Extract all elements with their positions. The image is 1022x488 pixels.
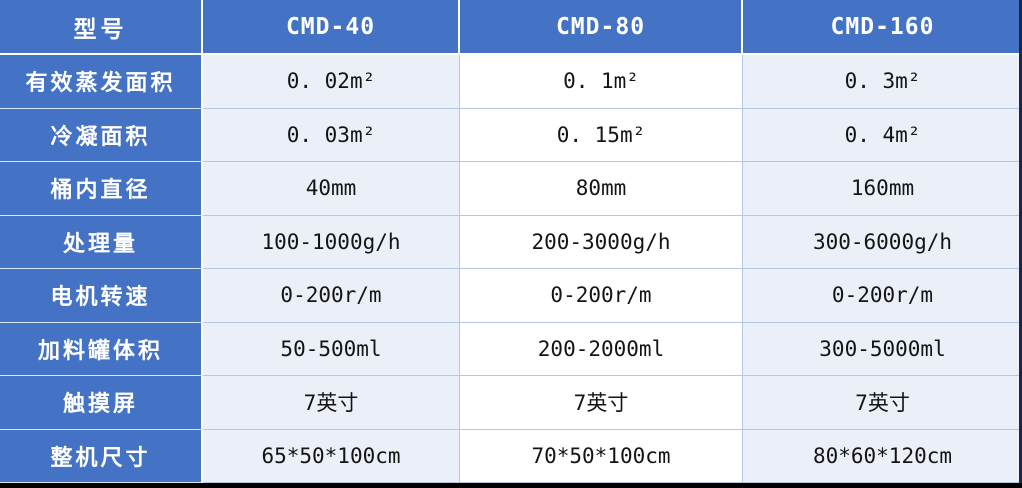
table-bottom-edge (0, 483, 1022, 488)
value-cell: 100-1000g/h (203, 215, 460, 269)
value-cell: 300-5000ml (743, 322, 1022, 376)
header-row: 型号 CMD-40 CMD-80 CMD-160 (0, 0, 1022, 55)
row-label: 有效蒸发面积 (0, 55, 203, 109)
value-cell: 80*60*120cm (743, 429, 1022, 483)
row-label: 整机尺寸 (0, 429, 203, 483)
value-cell: 0-200r/m (743, 269, 1022, 323)
spec-row-condensation-area: 冷凝面积 0. 03m² 0. 15m² 0. 4m² (0, 108, 1022, 162)
value-cell: 0. 02m² (203, 55, 460, 109)
value-cell: 40mm (203, 162, 460, 216)
value-cell: 200-3000g/h (460, 215, 743, 269)
spec-row-throughput: 处理量 100-1000g/h 200-3000g/h 300-6000g/h (0, 215, 1022, 269)
value-cell: 0-200r/m (203, 269, 460, 323)
value-cell: 0. 03m² (203, 108, 460, 162)
value-cell: 0. 15m² (460, 108, 743, 162)
value-cell: 0-200r/m (460, 269, 743, 323)
value-cell: 0. 3m² (743, 55, 1022, 109)
spec-row-touch-screen: 触摸屏 7英寸 7英寸 7英寸 (0, 376, 1022, 430)
value-cell: 0. 4m² (743, 108, 1022, 162)
value-cell: 7英寸 (743, 376, 1022, 430)
value-cell: 65*50*100cm (203, 429, 460, 483)
value-cell: 7英寸 (203, 376, 460, 430)
value-cell: 0. 1m² (460, 55, 743, 109)
row-label: 触摸屏 (0, 376, 203, 430)
header-model-label: 型号 (0, 0, 203, 55)
row-label: 处理量 (0, 215, 203, 269)
spec-row-motor-speed: 电机转速 0-200r/m 0-200r/m 0-200r/m (0, 269, 1022, 323)
header-model-cmd40: CMD-40 (203, 0, 460, 55)
value-cell: 160mm (743, 162, 1022, 216)
spec-row-barrel-diameter: 桶内直径 40mm 80mm 160mm (0, 162, 1022, 216)
value-cell: 50-500ml (203, 322, 460, 376)
row-label: 桶内直径 (0, 162, 203, 216)
value-cell: 200-2000ml (460, 322, 743, 376)
value-cell: 70*50*100cm (460, 429, 743, 483)
header-model-cmd160: CMD-160 (743, 0, 1022, 55)
value-cell: 7英寸 (460, 376, 743, 430)
value-cell: 300-6000g/h (743, 215, 1022, 269)
spec-row-evaporation-area: 有效蒸发面积 0. 02m² 0. 1m² 0. 3m² (0, 55, 1022, 109)
row-label: 电机转速 (0, 269, 203, 323)
spec-row-overall-dimensions: 整机尺寸 65*50*100cm 70*50*100cm 80*60*120cm (0, 429, 1022, 483)
table-right-edge (1019, 0, 1022, 483)
spec-row-feed-tank-volume: 加料罐体积 50-500ml 200-2000ml 300-5000ml (0, 322, 1022, 376)
header-model-cmd80: CMD-80 (460, 0, 743, 55)
value-cell: 80mm (460, 162, 743, 216)
row-label: 加料罐体积 (0, 322, 203, 376)
row-label: 冷凝面积 (0, 108, 203, 162)
